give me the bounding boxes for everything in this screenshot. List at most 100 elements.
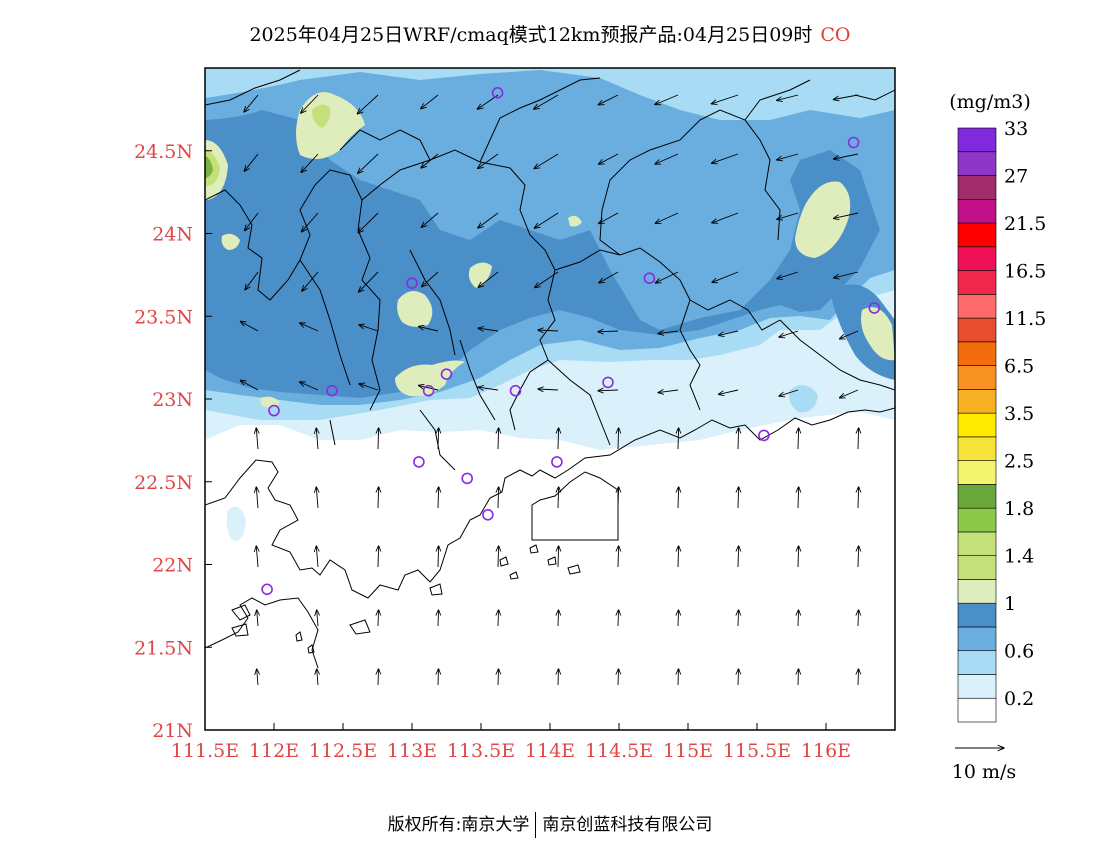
colorbar-label: 27 [1004, 166, 1028, 188]
colorbar-label: 0.6 [1004, 641, 1034, 663]
wind-arrow [658, 331, 679, 334]
wind-arrow [678, 428, 679, 450]
station-marker [868, 302, 881, 314]
wind-arrow [598, 331, 619, 332]
colorbar-swatch [957, 650, 997, 675]
wind-arrow [712, 212, 739, 223]
wind-arrow [618, 610, 619, 627]
wind-arrow [738, 487, 739, 509]
field-band-1-8-h [221, 233, 240, 250]
colorbar-swatch [957, 151, 997, 176]
wind-arrow [317, 610, 318, 627]
wind-arrow [858, 610, 859, 627]
wind-arrow [711, 94, 739, 104]
wind-arrow [535, 271, 559, 288]
wind-arrow [438, 487, 439, 509]
colorbar-label: 11.5 [1004, 308, 1046, 330]
colorbar-swatch [957, 531, 997, 556]
wind-arrow [256, 546, 258, 568]
wind-arrow [858, 428, 859, 450]
wind-arrow [858, 546, 859, 568]
colorbar-label: 1.4 [1004, 546, 1034, 568]
wind-arrow [478, 153, 499, 169]
wind-arrow [858, 487, 859, 509]
wind-arrow [798, 546, 799, 568]
y-tick-label: 23N [152, 389, 193, 411]
wind-arrow [779, 330, 799, 337]
wind-arrow [300, 323, 319, 332]
colorbar-swatch [957, 555, 997, 580]
colorbar-swatch [957, 222, 997, 248]
concentration-field [205, 68, 895, 730]
station-markers [261, 87, 881, 596]
colorbar-swatch [957, 270, 997, 295]
wind-arrow [498, 546, 499, 568]
station-marker [440, 368, 453, 381]
wind-arrow [478, 387, 499, 390]
wind-arrow [421, 153, 439, 168]
wind-arrow [798, 487, 799, 509]
wind-arrow [478, 328, 499, 331]
colorbar-label: 16.5 [1004, 261, 1046, 283]
x-tick-label: 111.5E [171, 740, 239, 762]
field-band-2-5 [312, 104, 331, 128]
colorbar-swatch [957, 412, 997, 438]
species-label: CO [820, 24, 851, 46]
wind-arrow [498, 487, 499, 509]
y-tick-label: 22N [152, 555, 193, 577]
station-marker [509, 384, 522, 397]
y-tick-label: 23.5N [134, 306, 193, 328]
wind-arrow [558, 487, 559, 509]
wind-arrow [798, 428, 799, 450]
colorbar-label: 6.5 [1004, 356, 1034, 378]
map-figure: 111.5E 112E 112.5E 113E 113.5E 114E 114.5E 115E… [134, 67, 1046, 783]
wind-arrow [678, 610, 679, 627]
wind-arrow [378, 487, 379, 509]
wind-arrow [245, 271, 259, 290]
wind-arrow [858, 669, 859, 686]
wind-arrow [316, 546, 318, 568]
field-band-1-8-c [397, 291, 433, 327]
wind-arrow [678, 487, 679, 509]
station-marker [847, 136, 860, 149]
wind-arrow [658, 390, 679, 393]
colorbar-label: 2.5 [1004, 451, 1034, 473]
wind-arrow [301, 153, 319, 172]
wind-arrow [840, 389, 859, 398]
colorbar-swatch [957, 484, 997, 509]
wind-arrow [478, 271, 499, 287]
field-band-1-8-g [861, 307, 895, 361]
wind-arrow [655, 212, 679, 223]
wind-arrow [598, 94, 619, 105]
colorbar-swatch [957, 460, 997, 485]
island [509, 571, 519, 580]
wind-arrow [738, 610, 739, 627]
x-tick-label: 114E [525, 740, 575, 762]
wind-arrow [478, 212, 499, 228]
wind-arrow [359, 384, 379, 391]
wind-arrow [300, 382, 319, 391]
wind-arrow [558, 428, 559, 450]
wind-arrow [618, 546, 619, 568]
wind-vectors [240, 94, 859, 686]
wind-arrow [779, 389, 799, 396]
wind-arrow [599, 212, 619, 224]
y-tick-label: 24N [152, 224, 193, 246]
colorbar-swatch [957, 507, 997, 533]
station-marker [482, 508, 494, 521]
wind-arrow [317, 669, 318, 686]
station-marker [422, 384, 435, 397]
wind-arrow [712, 153, 739, 163]
colorbar-swatch [957, 697, 997, 723]
footer-left: 版权所有:南京大学 [387, 815, 530, 835]
wind-arrow [719, 330, 739, 335]
station-marker [406, 277, 418, 290]
wind-arrow [498, 610, 499, 627]
wind-arrow [538, 389, 559, 390]
wind-arrow [302, 271, 319, 291]
island [231, 623, 249, 637]
field-band-1-8-e [468, 262, 492, 288]
station-marker [491, 87, 504, 99]
x-tick-label: 113.5E [447, 740, 515, 762]
wind-arrow [244, 94, 259, 112]
